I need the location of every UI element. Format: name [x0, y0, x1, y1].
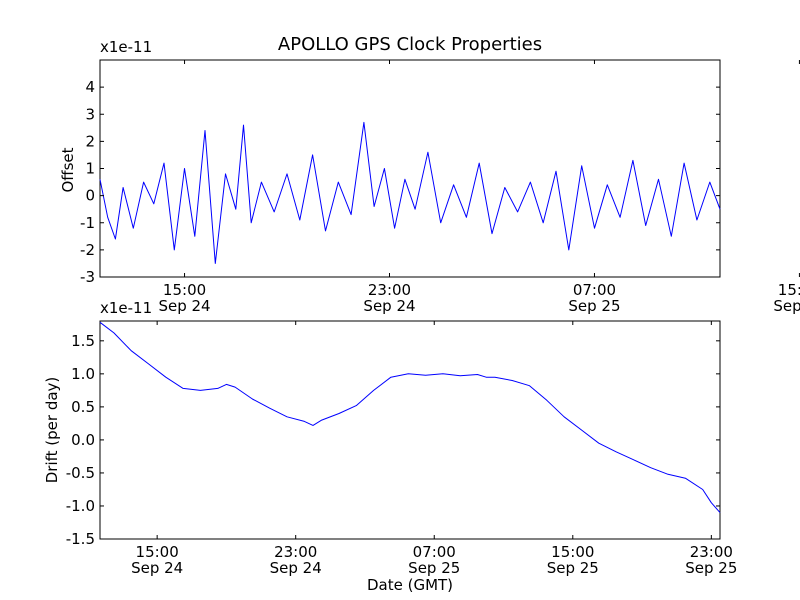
p0-y-tick-label: -3 [80, 268, 95, 286]
p1-x-tick-date: Sep 24 [270, 559, 322, 577]
bottom-scale-label: x1e-11 [100, 299, 152, 317]
p1-y-tick-label: 0.0 [71, 431, 95, 449]
p0-y-tick-label: 4 [85, 78, 95, 96]
p1-x-tick-date: Sep 24 [131, 559, 183, 577]
p0-x-tick-date: Sep 24 [158, 297, 210, 315]
p0-axes-frame [99, 59, 721, 278]
bottom-y-axis-label: Drift (per day) [43, 377, 61, 484]
p1-x-tick-time: 23:00 [274, 543, 317, 561]
p1-x-tick-time: 15:00 [551, 543, 594, 561]
p1-y-tick-label: 1.0 [71, 365, 95, 383]
p1-x-tick-date: Sep 25 [408, 559, 460, 577]
p0-x-tick-time: 15:00 [778, 281, 800, 299]
p0-x-tick-date: Sep 25 [773, 297, 800, 315]
chart-title: APOLLO GPS Clock Properties [278, 34, 542, 55]
p1-x-tick-time: 15:00 [136, 543, 179, 561]
p0-y-tick-label: 0 [85, 187, 95, 205]
p1-x-tick-time: 23:00 [690, 543, 733, 561]
p0-x-tick-date: Sep 25 [568, 297, 620, 315]
top-y-axis-label: Offset [59, 147, 77, 192]
p0-y-tick-label: 1 [85, 160, 95, 178]
p1-y-tick-label: -1.5 [66, 530, 95, 548]
x-axis-label: Date (GMT) [367, 576, 453, 594]
top-scale-label: x1e-11 [100, 38, 152, 56]
p1-y-tick-label: -0.5 [66, 464, 95, 482]
p1-axes-frame [99, 320, 721, 540]
p1-series-line [99, 321, 721, 513]
p1-x-tick-time: 07:00 [413, 543, 456, 561]
p0-y-tick-label: 3 [85, 105, 95, 123]
p1-x-tick-date: Sep 25 [547, 559, 599, 577]
p0-x-tick-date: Sep 24 [363, 297, 415, 315]
p0-x-tick-time: 15:00 [163, 281, 206, 299]
p1-y-tick-label: -1.0 [66, 497, 95, 515]
p1-y-tick-label: 1.5 [71, 332, 95, 350]
p0-x-tick-time: 23:00 [368, 281, 411, 299]
p0-y-tick-label: -2 [80, 241, 95, 259]
p0-x-tick-time: 07:00 [573, 281, 616, 299]
p1-y-tick-label: 0.5 [71, 398, 95, 416]
p0-series-line [99, 121, 721, 264]
p1-x-tick-date: Sep 25 [685, 559, 737, 577]
p0-y-tick-label: 2 [85, 132, 95, 150]
p0-y-tick-label: -1 [80, 214, 95, 232]
